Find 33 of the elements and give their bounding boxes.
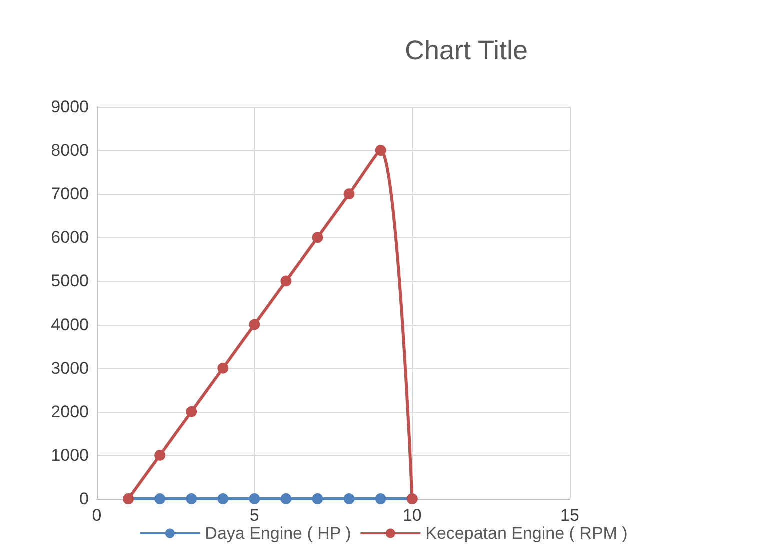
legend-label: Daya Engine ( HP )	[205, 524, 352, 543]
y-tick-label: 4000	[51, 315, 89, 334]
x-tick-label: 0	[92, 506, 102, 525]
x-tick-label: 15	[560, 506, 580, 525]
point	[154, 494, 166, 504]
y-tick-label: 7000	[51, 184, 89, 204]
point	[344, 494, 355, 504]
point	[186, 406, 198, 418]
point	[280, 276, 292, 287]
y-tick-label: 5000	[51, 272, 89, 291]
point	[375, 494, 386, 504]
point	[312, 232, 324, 244]
point	[312, 494, 324, 504]
y-tick-label: 3000	[51, 358, 89, 378]
x-tick-label: 5	[250, 506, 260, 525]
point	[280, 494, 292, 504]
point	[249, 319, 260, 330]
point	[186, 494, 198, 504]
y-tick-label: 6000	[51, 228, 89, 248]
point	[249, 494, 260, 504]
point	[218, 362, 229, 374]
x-tick-label: 10	[402, 506, 422, 525]
y-tick-label: 9000	[51, 98, 89, 116]
y-tick-label: 2000	[51, 402, 89, 422]
point	[218, 494, 229, 504]
y-tick-label: 0	[80, 490, 89, 508]
point	[344, 188, 355, 200]
y-tick-label: 1000	[51, 446, 89, 465]
point	[375, 145, 386, 156]
legend-label: Kecepatan Engine ( RPM )	[426, 524, 628, 543]
y-tick-label: 8000	[51, 141, 89, 160]
chart-title: Chart Title	[405, 36, 528, 66]
point	[154, 450, 166, 461]
